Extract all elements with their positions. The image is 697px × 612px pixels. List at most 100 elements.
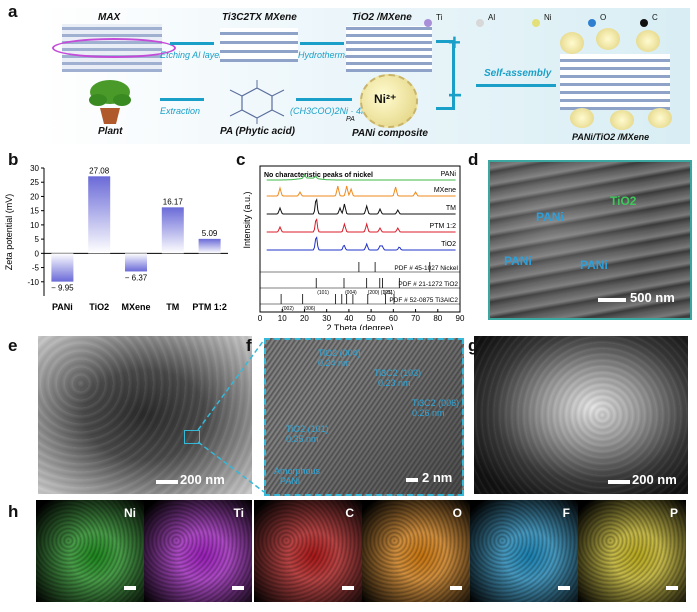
eds-map-o: O bbox=[362, 500, 470, 602]
arrow-self-assembly bbox=[476, 84, 556, 87]
plant-label: Plant bbox=[98, 126, 123, 137]
eds-map-ti: Ti bbox=[144, 500, 252, 602]
tio2-mxene-layers bbox=[346, 26, 432, 72]
pa-molecule-icon bbox=[224, 80, 290, 124]
eds-scalebar bbox=[342, 586, 354, 590]
x-tick-label: 10 bbox=[278, 314, 287, 323]
eds-scalebar bbox=[666, 586, 678, 590]
reagent-label: (CH3COO)2Ni · 4H2O bbox=[290, 106, 380, 116]
panel-label-a: a bbox=[8, 2, 18, 21]
tem-scale-label: 200 nm bbox=[180, 472, 225, 487]
zeta-value-label: − 6.37 bbox=[125, 273, 148, 282]
eds-label-p: P bbox=[669, 506, 678, 520]
hkl-label: (006) bbox=[304, 306, 316, 312]
hkl-label: (004) bbox=[345, 290, 357, 296]
y-tick-label: 30 bbox=[30, 164, 39, 173]
ni-sphere-2 bbox=[596, 28, 620, 50]
arrow-hydrothermal bbox=[300, 42, 344, 45]
legend-c bbox=[640, 14, 648, 32]
pa-label: PA (Phytic acid) bbox=[220, 126, 296, 137]
x-tick-label: 60 bbox=[389, 314, 398, 323]
tem-zoom-box bbox=[184, 430, 200, 444]
y-axis-label: Intensity (a.u.) bbox=[242, 191, 252, 248]
tio2-mxene-label: TiO2 /MXene bbox=[352, 12, 412, 23]
legend-al-label: Al bbox=[488, 13, 496, 22]
zeta-category-label: MXene bbox=[121, 302, 150, 312]
xrd-chart: 0 10 20 30 40 50 60 70 80 90 2 Theta (degree) Inten… bbox=[242, 165, 465, 330]
zeta-category-label: PANi bbox=[52, 302, 73, 312]
hrtem-label-amorphous: Amorphous bbox=[274, 466, 321, 476]
y-tick-label: 15 bbox=[30, 207, 39, 216]
legend-ti-label: Ti bbox=[436, 13, 443, 22]
xrd-series-label: PANi bbox=[441, 171, 457, 178]
hrtem-scale-label: 2 nm bbox=[422, 470, 453, 485]
mxene-layers bbox=[220, 28, 298, 62]
arrow-extraction bbox=[160, 98, 204, 101]
eds-map-f: F bbox=[470, 500, 578, 602]
ni-sphere-4 bbox=[570, 108, 594, 128]
zeta-category-label: TiO2 bbox=[89, 302, 109, 312]
sem-label-pani-1: PANi bbox=[536, 210, 564, 224]
ni-ion-main: Ni²⁺ bbox=[374, 92, 397, 106]
max-label: MAX bbox=[98, 12, 121, 23]
panel-label-f: f bbox=[246, 336, 252, 355]
arrow-etching bbox=[170, 42, 214, 45]
plus-sign: + bbox=[448, 30, 461, 55]
y-tick-label: 25 bbox=[30, 178, 39, 187]
x-tick-label: 0 bbox=[258, 314, 263, 323]
hrtem-label-ti3c2-006: Ti3C2 (006) bbox=[412, 398, 460, 408]
hrtem-label-pani: PANi bbox=[280, 476, 300, 486]
ni-sphere-3 bbox=[636, 30, 660, 52]
eds-label-ti: Ti bbox=[233, 506, 244, 520]
ref-label: PDF # 52-0875 Ti3AlC2 bbox=[389, 297, 458, 304]
hrtem-d-023: 0.23 nm bbox=[378, 378, 411, 388]
eds-noise bbox=[362, 500, 470, 602]
legend-ni-label: Ni bbox=[544, 13, 552, 22]
zeta-bar bbox=[51, 253, 74, 282]
eds-label-ni: Ni bbox=[124, 506, 136, 520]
x-tick-label: 80 bbox=[433, 314, 442, 323]
x-tick-label: 20 bbox=[300, 314, 309, 323]
eds-noise bbox=[144, 500, 252, 602]
hydrothermal-label: Hydrothermal bbox=[298, 50, 353, 60]
final-label: PANi/TiO2 /MXene bbox=[572, 132, 650, 142]
eds-label-o: O bbox=[452, 506, 462, 520]
pani-composite-label: PANi composite bbox=[352, 128, 428, 139]
xrd-series-line bbox=[266, 174, 456, 181]
eds-map-c: C bbox=[254, 500, 362, 602]
zeta-value-label: 16.17 bbox=[163, 197, 184, 206]
xrd-series-line bbox=[266, 218, 456, 233]
sem-scalebar bbox=[598, 298, 626, 302]
mxene-label: Ti3C2TX MXene bbox=[222, 12, 297, 23]
eds-noise bbox=[254, 500, 362, 602]
xrd-series-label: MXene bbox=[434, 187, 456, 194]
annotation: No characteristic peaks of nickel bbox=[264, 172, 373, 179]
hrtem-label-tio2-101: TiO2 (101) bbox=[286, 424, 329, 434]
sem-label-pani-3: PANi bbox=[580, 258, 608, 272]
panel-a: a MAX Etching Al layer Ti3C2TX MXene Hyd… bbox=[0, 0, 697, 148]
haadf-scale-label: 200 nm bbox=[632, 472, 677, 487]
hrtem-label-ti3c2-103: Ti3C2 (103) bbox=[374, 368, 422, 378]
zeta-bar bbox=[161, 207, 184, 254]
xrd-series-line bbox=[266, 198, 456, 215]
y-tick-label: 20 bbox=[30, 192, 39, 201]
eds-label-f: F bbox=[562, 506, 570, 520]
y-tick-label: -10 bbox=[27, 278, 39, 287]
panel-label-d: d bbox=[468, 150, 479, 169]
eds-noise bbox=[36, 500, 144, 602]
plot-frame bbox=[259, 165, 461, 313]
eds-map-p: P bbox=[578, 500, 686, 602]
zoom-lines bbox=[197, 339, 265, 493]
pani-composite-sphere bbox=[360, 74, 418, 128]
pa-small-label: PA bbox=[346, 116, 355, 123]
xrd-series-line bbox=[266, 185, 456, 197]
panel-label-b: b bbox=[8, 150, 19, 169]
plant-icon bbox=[88, 78, 132, 124]
final-structure-layers bbox=[560, 54, 670, 110]
eds-noise bbox=[578, 500, 686, 602]
ref-label: PDF # 45-1027 Nickel bbox=[394, 265, 458, 272]
ni-sphere-5 bbox=[610, 110, 634, 130]
eds-map-ni: Ni bbox=[36, 500, 144, 602]
xrd-series-line bbox=[266, 236, 456, 251]
panel-label-c: c bbox=[236, 150, 246, 169]
